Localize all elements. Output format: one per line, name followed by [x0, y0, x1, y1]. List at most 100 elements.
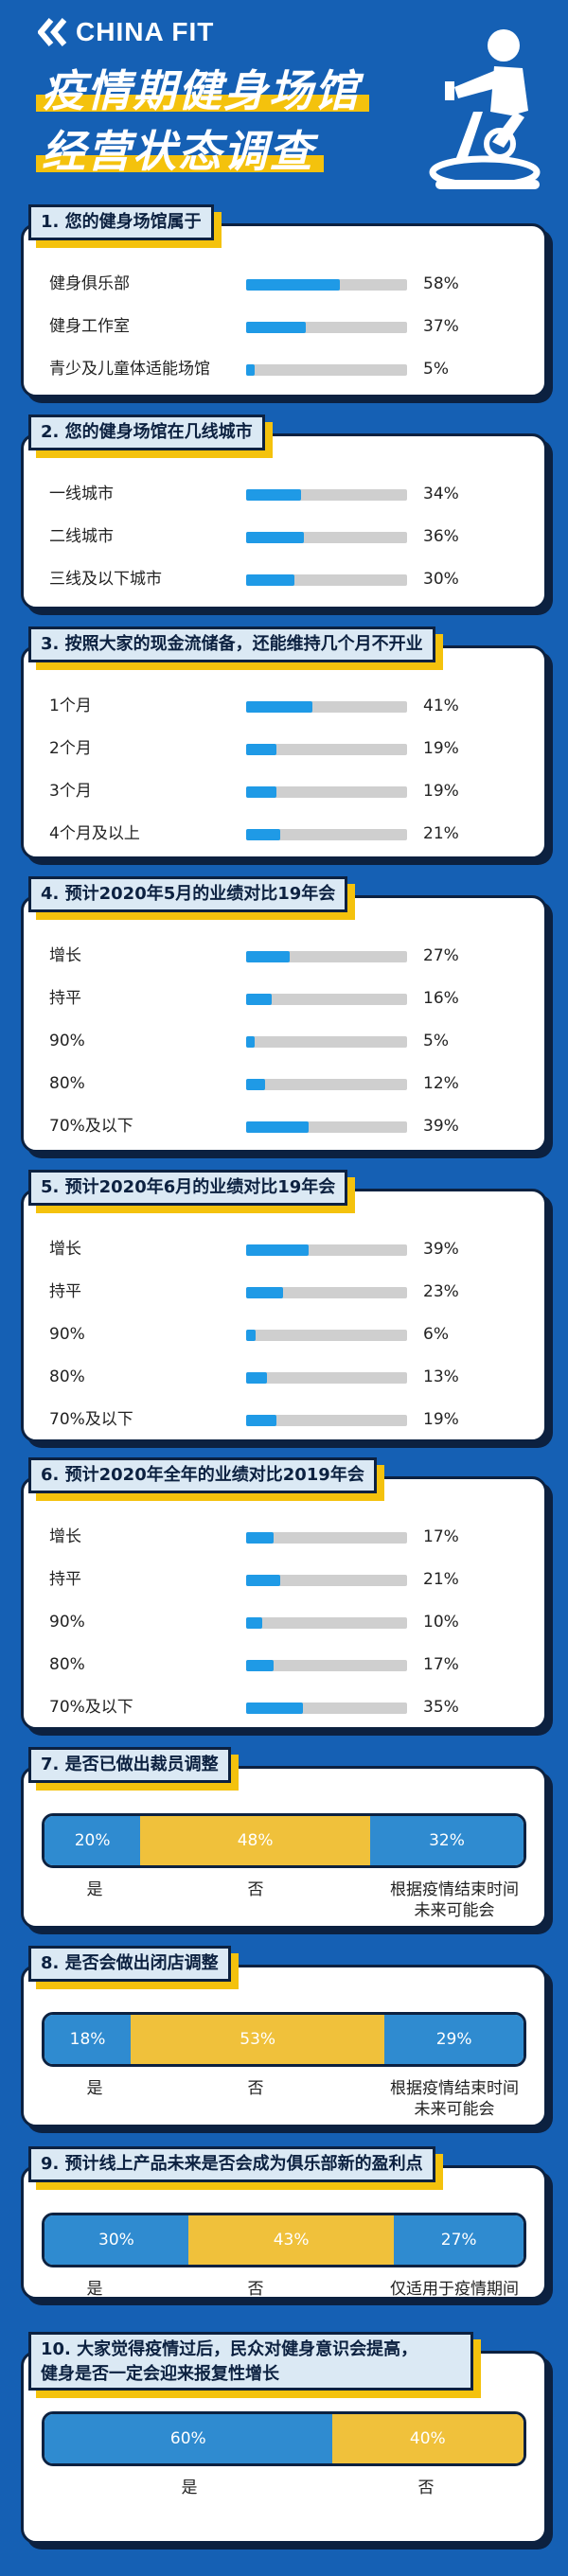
bar-label: 健身工作室	[49, 317, 130, 336]
bar-value-label: 27%	[423, 946, 459, 965]
bar-label: 90%	[49, 1032, 85, 1050]
bar-row: 3个月 19%	[49, 780, 523, 803]
bar-row: 70%及以下 35%	[49, 1696, 523, 1719]
stacked-segment: 29%	[384, 2015, 524, 2064]
bar	[246, 1660, 274, 1671]
bar-label: 90%	[49, 1325, 85, 1344]
bar-row: 2个月 19%	[49, 737, 523, 760]
bar-value-label: 5%	[423, 1032, 449, 1050]
question-title-line: 健身是否一定会迎来报复性增长	[41, 2364, 279, 2384]
bar-value-label: 39%	[423, 1117, 459, 1136]
bar-value-label: 12%	[423, 1074, 459, 1093]
bar-label: 70%及以下	[49, 1117, 133, 1136]
bar	[246, 489, 301, 501]
bar-row: 1个月 41%	[49, 695, 523, 717]
bar	[246, 322, 306, 333]
bar-row: 增长 17%	[49, 1526, 523, 1548]
bar-label: 持平	[49, 989, 81, 1008]
brand-name: CHINA FIT	[76, 17, 215, 46]
bar	[246, 1079, 266, 1090]
bar-track	[246, 489, 407, 501]
bar-label: 增长	[49, 1240, 81, 1259]
stacked-segment: 30%	[44, 2215, 188, 2265]
bar-track	[246, 532, 407, 543]
bar	[246, 1244, 310, 1256]
bar-value-label: 30%	[423, 570, 459, 589]
stacked-bar: 18% 53% 29%	[42, 2012, 526, 2067]
bar	[246, 1372, 268, 1384]
bar-track	[246, 701, 407, 713]
bar-label: 青少及儿童体适能场馆	[49, 360, 210, 379]
bar-track	[246, 1575, 407, 1586]
question-title: 7. 是否已做出裁员调整	[28, 1747, 231, 1783]
category-label: 仅适用于疫情期间	[390, 2280, 519, 2299]
bar-row: 90% 5%	[49, 1030, 523, 1052]
bar-value-label: 13%	[423, 1367, 459, 1386]
question-title: 8. 是否会做出闭店调整	[28, 1946, 231, 1982]
bar-row: 4个月及以上 21%	[49, 822, 523, 845]
bar	[246, 574, 294, 586]
question-title: 3. 按照大家的现金流储备，还能维持几个月不开业	[28, 626, 435, 662]
page-title-line2: 经营状态调查	[36, 125, 324, 178]
header: CHINA FIT 疫情期健身场馆 经营状态调查	[0, 0, 568, 208]
bar	[246, 829, 280, 840]
stacked-bar: 20% 48% 32%	[42, 1813, 526, 1868]
bar-value-label: 41%	[423, 697, 459, 715]
bar	[246, 701, 312, 713]
category-label: 根据疫情结束时间 未来可能会	[390, 1880, 519, 1920]
bar-track	[246, 1330, 407, 1341]
bar-track	[246, 279, 407, 291]
bar-label: 70%及以下	[49, 1698, 133, 1717]
bar-row: 80% 12%	[49, 1072, 523, 1095]
bar-value-label: 5%	[423, 360, 449, 379]
bar-row: 70%及以下 39%	[49, 1115, 523, 1138]
question-title-line: 10. 大家觉得疫情过后，民众对健身意识会提高，	[41, 2339, 418, 2359]
bar-value-label: 36%	[423, 527, 459, 546]
bar-label: 2个月	[49, 739, 92, 758]
bar-value-label: 19%	[423, 1410, 459, 1429]
bar	[246, 1036, 255, 1048]
bar-value-label: 21%	[423, 824, 459, 843]
bar-label: 4个月及以上	[49, 824, 140, 843]
bar-track	[246, 1079, 407, 1090]
bar-track	[246, 829, 407, 840]
bar-row: 青少及儿童体适能场馆 5%	[49, 358, 523, 380]
bar-value-label: 37%	[423, 317, 459, 336]
exercise-bike-icon	[429, 29, 541, 189]
bar-track	[246, 1415, 407, 1426]
stacked-segment: 43%	[187, 2215, 395, 2265]
bar-label: 一线城市	[49, 485, 114, 503]
bar-track	[246, 1372, 407, 1384]
bar-label: 增长	[49, 1527, 81, 1546]
bar-label: 1个月	[49, 697, 92, 715]
bar-track	[246, 1532, 407, 1544]
bar	[246, 994, 273, 1005]
bar-label: 70%及以下	[49, 1410, 133, 1429]
bar	[246, 1703, 303, 1714]
stacked-segment: 32%	[370, 1816, 524, 1865]
question-card	[21, 645, 547, 859]
stacked-bar: 30% 43% 27%	[42, 2213, 526, 2267]
bar-track	[246, 951, 407, 962]
bar-value-label: 16%	[423, 989, 459, 1008]
question-card	[21, 1189, 547, 1442]
bar-label: 三线及以下城市	[49, 570, 162, 589]
bar-track	[246, 786, 407, 798]
bar	[246, 1415, 277, 1426]
bar-row: 持平 16%	[49, 987, 523, 1010]
bar-value-label: 23%	[423, 1282, 459, 1301]
bar-row: 增长 39%	[49, 1238, 523, 1261]
bar-row: 三线及以下城市 30%	[49, 568, 523, 591]
stacked-segment: 48%	[140, 1816, 371, 1865]
question-title: 2. 您的健身场馆在几线城市	[28, 415, 265, 450]
category-label: 否	[247, 2280, 264, 2299]
bar-label: 持平	[49, 1282, 81, 1301]
bar-label: 3个月	[49, 782, 92, 801]
bar-track	[246, 322, 407, 333]
bar-track	[246, 1660, 407, 1671]
bar-row: 二线城市 36%	[49, 525, 523, 548]
category-label: 否	[417, 2479, 435, 2497]
bar-label: 健身俱乐部	[49, 274, 130, 293]
category-label: 否	[247, 1880, 264, 1899]
bar-label: 80%	[49, 1367, 85, 1386]
